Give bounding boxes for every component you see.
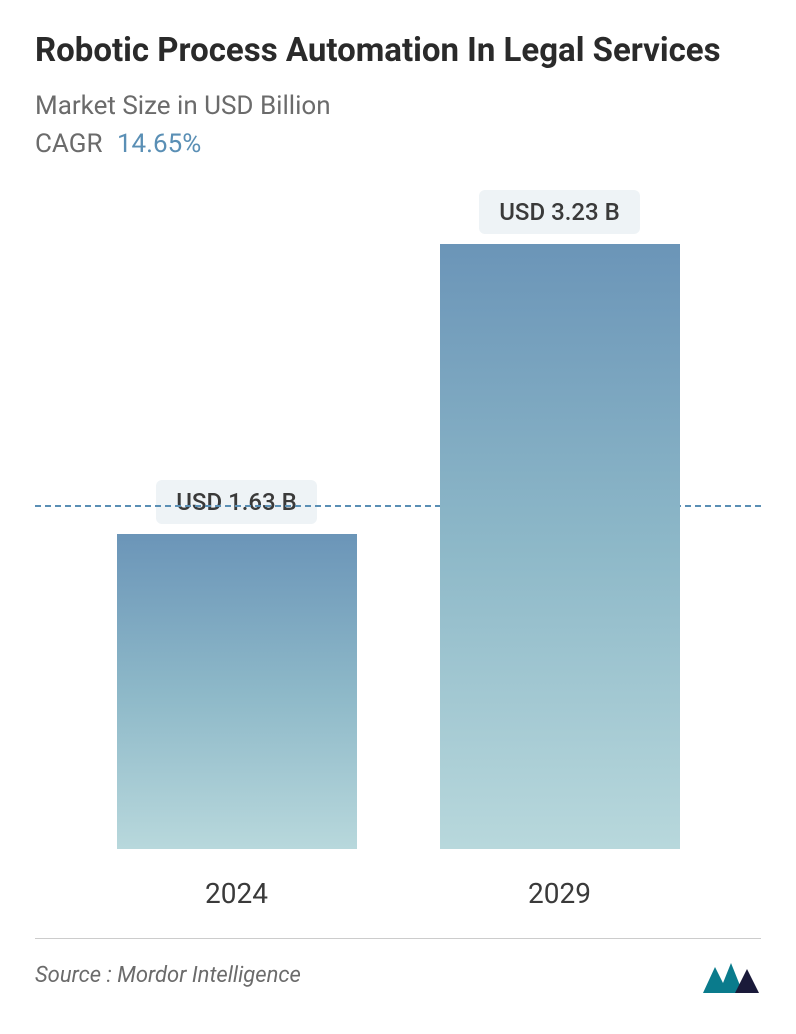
year-label: 2029 bbox=[440, 861, 680, 910]
bars-container: USD 1.63 B USD 3.23 B bbox=[35, 189, 761, 849]
value-label: USD 3.23 B bbox=[479, 190, 640, 234]
year-label: 2024 bbox=[117, 861, 357, 910]
source-text: Source : Mordor Intelligence bbox=[35, 963, 301, 988]
years-row: 2024 2029 bbox=[35, 861, 761, 910]
cagr-label: CAGR bbox=[35, 129, 102, 159]
chart-subtitle: Market Size in USD Billion bbox=[35, 91, 761, 121]
footer: Source : Mordor Intelligence bbox=[35, 939, 761, 997]
bar-group-2029: USD 3.23 B bbox=[440, 190, 680, 849]
bar-2029 bbox=[440, 244, 680, 849]
mordor-logo-icon bbox=[701, 955, 761, 997]
bar-group-2024: USD 1.63 B bbox=[117, 480, 357, 849]
cagr-value: 14.65% bbox=[117, 129, 201, 159]
cagr-row: CAGR 14.65% bbox=[35, 129, 761, 159]
chart-area: USD 1.63 B USD 3.23 B bbox=[35, 189, 761, 849]
bar-2024 bbox=[117, 534, 357, 849]
chart-title: Robotic Process Automation In Legal Serv… bbox=[35, 30, 761, 73]
value-label: USD 1.63 B bbox=[156, 480, 317, 524]
